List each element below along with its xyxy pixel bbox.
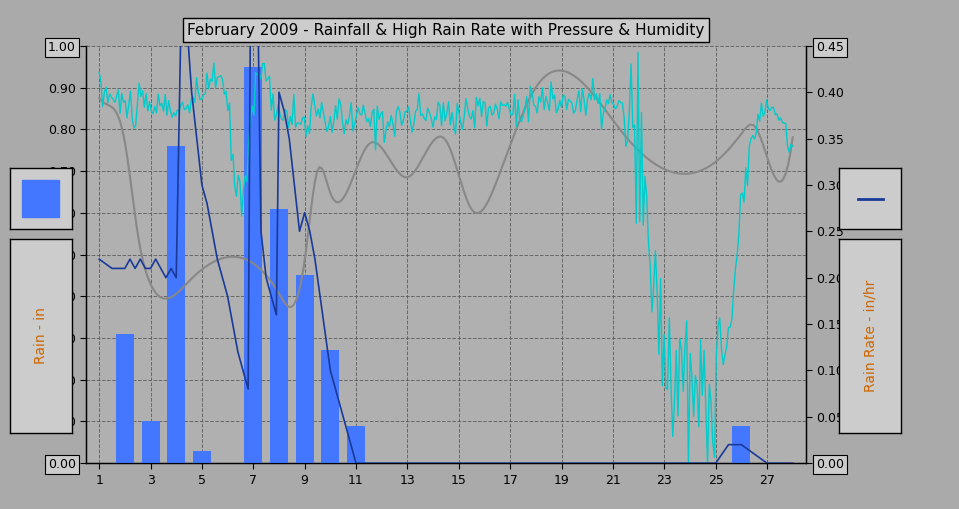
- Text: Rain - in: Rain - in: [34, 307, 48, 364]
- Bar: [116, 334, 134, 463]
- Bar: [347, 426, 365, 463]
- Bar: [193, 450, 211, 463]
- Bar: [167, 146, 185, 463]
- Bar: [295, 275, 314, 463]
- Bar: [22, 180, 59, 217]
- Title: February 2009 - Rainfall & High Rain Rate with Pressure & Humidity: February 2009 - Rainfall & High Rain Rat…: [187, 23, 705, 38]
- Bar: [321, 351, 339, 463]
- Bar: [733, 426, 750, 463]
- Bar: [142, 421, 159, 463]
- Bar: [245, 67, 262, 463]
- Text: Rain Rate - in/hr: Rain Rate - in/hr: [863, 280, 877, 392]
- Bar: [270, 209, 288, 463]
